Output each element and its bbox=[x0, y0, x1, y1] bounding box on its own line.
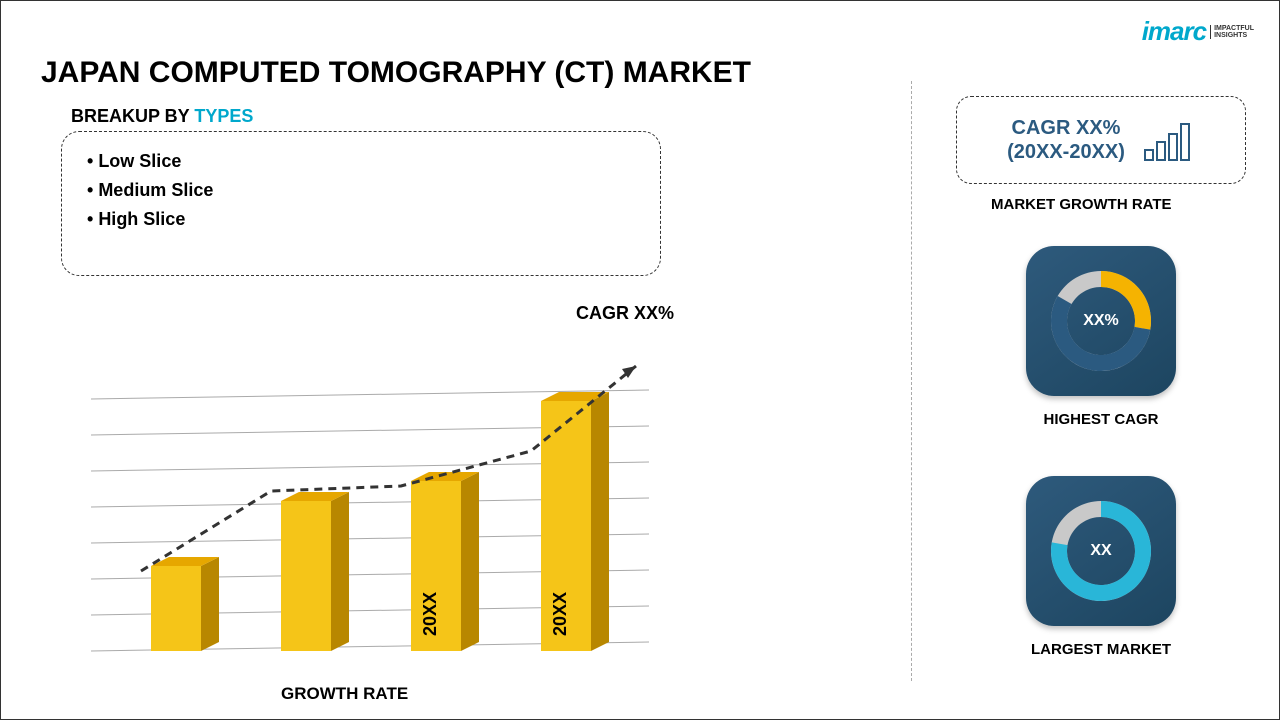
breakup-item: Medium Slice bbox=[87, 176, 635, 205]
largest-market-tile: XX bbox=[1026, 476, 1176, 626]
breakup-item: Low Slice bbox=[87, 147, 635, 176]
svg-text:20XX: 20XX bbox=[420, 592, 440, 636]
brand-logo: imarc IMPACTFUL INSIGHTS bbox=[1142, 16, 1254, 47]
breakup-types-box: Low Slice Medium Slice High Slice bbox=[61, 131, 661, 276]
vertical-divider bbox=[911, 81, 912, 681]
growth-bar-chart: 20XX 20XX bbox=[71, 311, 711, 681]
logo-text: imarc bbox=[1142, 16, 1206, 47]
breakup-item: High Slice bbox=[87, 205, 635, 234]
market-growth-rate-label: MARKET GROWTH RATE bbox=[991, 196, 1172, 213]
breakup-list: Low Slice Medium Slice High Slice bbox=[87, 147, 635, 233]
cagr-summary-box: CAGR XX% (20XX-20XX) bbox=[956, 96, 1246, 184]
tile1-value: XX% bbox=[1083, 312, 1119, 330]
page-title: JAPAN COMPUTED TOMOGRAPHY (CT) MARKET bbox=[41, 56, 751, 90]
largest-market-label: LARGEST MARKET bbox=[1001, 641, 1201, 658]
tile2-value: XX bbox=[1090, 542, 1111, 560]
highest-cagr-label: HIGHEST CAGR bbox=[1001, 411, 1201, 428]
breakup-heading: BREAKUP BY TYPES bbox=[71, 106, 253, 127]
cagr-box-text: CAGR XX% (20XX-20XX) bbox=[1007, 116, 1125, 164]
highest-cagr-tile: XX% bbox=[1026, 246, 1176, 396]
svg-text:20XX: 20XX bbox=[550, 592, 570, 636]
chart-x-axis-label: GROWTH RATE bbox=[281, 684, 408, 704]
mini-bar-icon bbox=[1140, 115, 1195, 165]
logo-tagline: IMPACTFUL INSIGHTS bbox=[1210, 25, 1254, 39]
